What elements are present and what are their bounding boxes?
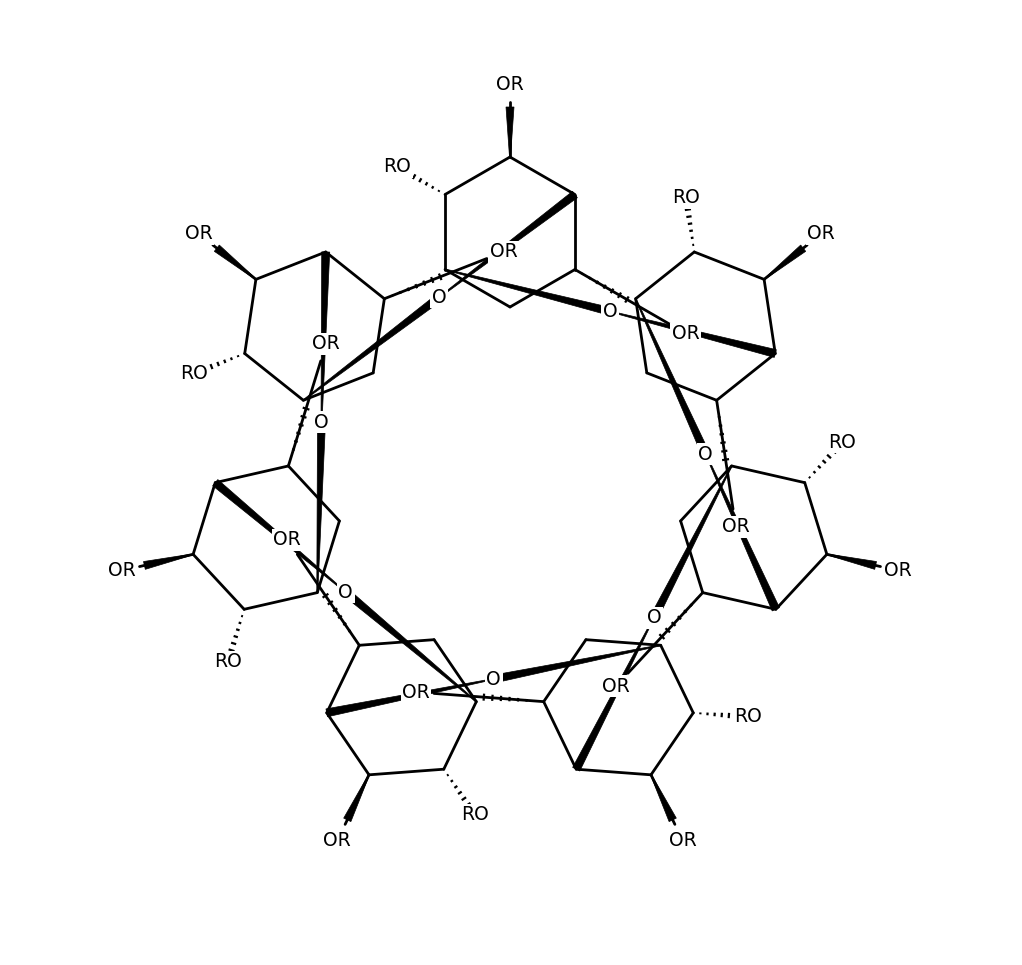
Text: O: O (486, 670, 501, 689)
Text: OR: OR (490, 242, 517, 262)
Polygon shape (326, 678, 494, 717)
Polygon shape (610, 311, 777, 357)
Text: RO: RO (461, 805, 489, 824)
Polygon shape (506, 107, 514, 157)
Polygon shape (650, 466, 732, 620)
Text: OR: OR (671, 324, 700, 343)
Polygon shape (493, 645, 661, 683)
Polygon shape (343, 775, 369, 821)
Polygon shape (343, 589, 476, 702)
Text: RO: RO (828, 433, 856, 452)
Text: RO: RO (383, 157, 411, 177)
Text: O: O (603, 302, 617, 321)
Text: OR: OR (323, 831, 352, 850)
Text: RO: RO (180, 364, 207, 383)
Text: OR: OR (807, 224, 835, 243)
Text: OR: OR (668, 831, 697, 850)
Text: O: O (432, 288, 447, 307)
Text: OR: OR (496, 74, 524, 94)
Text: OR: OR (884, 561, 912, 580)
Polygon shape (827, 554, 877, 569)
Polygon shape (438, 191, 577, 298)
Text: OR: OR (403, 682, 430, 702)
Polygon shape (572, 618, 654, 771)
Text: OR: OR (273, 530, 301, 549)
Polygon shape (213, 480, 346, 593)
Polygon shape (445, 269, 611, 316)
Text: RO: RO (214, 652, 242, 672)
Text: O: O (314, 413, 329, 431)
Text: OR: OR (313, 334, 340, 353)
Polygon shape (143, 554, 193, 569)
Polygon shape (636, 298, 709, 455)
Text: OR: OR (185, 224, 213, 243)
Polygon shape (705, 454, 780, 611)
Polygon shape (317, 423, 325, 593)
Text: OR: OR (602, 676, 630, 696)
Text: O: O (698, 445, 713, 463)
Text: OR: OR (722, 517, 749, 537)
Text: OR: OR (108, 561, 136, 580)
Polygon shape (651, 775, 677, 821)
Polygon shape (763, 245, 805, 280)
Text: O: O (338, 583, 353, 601)
Text: RO: RO (734, 707, 762, 727)
Polygon shape (321, 252, 330, 423)
Text: O: O (647, 608, 661, 627)
Polygon shape (215, 245, 257, 280)
Text: RO: RO (672, 188, 700, 207)
Polygon shape (304, 294, 442, 400)
